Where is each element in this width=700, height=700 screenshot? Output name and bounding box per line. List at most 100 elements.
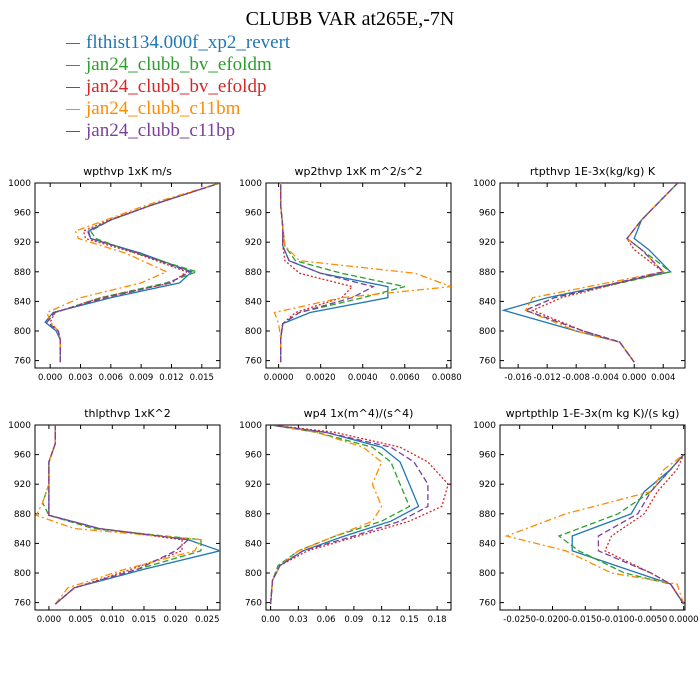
series-line-5 [523,183,679,363]
y-tick-label: 960 [14,451,31,461]
series-line-2 [46,183,220,363]
x-tick-label: 0.03 [289,615,308,625]
series-line-4 [524,183,679,363]
y-tick-label: 840 [245,539,262,549]
plot-frame [499,182,686,369]
x-tick-label: 0.015 [190,373,214,383]
y-tick-label: 960 [245,209,262,219]
series-line-1 [48,425,220,605]
y-tick-label: 960 [245,451,262,461]
y-tick-label: 1000 [473,179,496,189]
x-tick-label: 0.000 [37,615,61,625]
x-tick-label: 0.005 [68,615,92,625]
series-line-5 [280,183,375,363]
legend-item: jan24_clubb_bv_efoldm [66,54,290,76]
series-line-2 [269,425,411,605]
series-line-1 [571,454,685,605]
y-tick-label: 760 [479,599,496,609]
x-tick-label: 0.0040 [348,373,378,383]
y-tick-label: 1000 [239,179,262,189]
x-tick-label: 0.0000 [669,615,699,625]
legend-label: flthist134.000f_xp2_revert [86,32,291,53]
series-line-2 [280,183,405,363]
legend-item: jan24_clubb_bv_efoldp [66,76,290,98]
plot-frame [34,424,221,611]
y-tick-label: 760 [245,357,262,367]
x-tick-label: 0.009 [129,373,153,383]
series-line-2 [523,183,679,363]
y-tick-label: 800 [479,569,496,579]
legend-swatch [66,86,80,88]
y-tick-label: 920 [245,238,262,248]
x-tick-label: -0.0200 [536,615,569,625]
panel-3: rtpthvp 1E-3x(kg/kg) K 760 800 840 880 920 960… [473,165,686,383]
plot-frame [265,182,452,369]
y-tick-label: 920 [479,238,496,248]
series-line-5 [269,425,429,605]
series-line-4 [35,425,203,605]
y-tick-label: 960 [14,209,31,219]
series-line-3 [530,183,679,363]
y-tick-label: 800 [245,569,262,579]
y-tick-label: 1000 [473,421,496,431]
series-line-3 [604,454,685,605]
panel-title: wp2thvp 1xK m^2/s^2 [294,165,422,178]
y-tick-label: 840 [479,297,496,307]
x-tick-label: 0.000 [38,373,62,383]
y-tick-label: 880 [14,510,31,520]
y-tick-label: 880 [245,268,262,278]
y-tick-label: 880 [245,510,262,520]
x-tick-label: 0.004 [651,373,675,383]
series-line-2 [557,454,685,605]
y-tick-label: 760 [14,599,31,609]
x-tick-label: 0.006 [99,373,123,383]
series-line-5 [46,183,220,363]
x-tick-label: 0.18 [428,615,447,625]
legend-item: jan24_clubb_c11bp [66,120,290,142]
legend-swatch [66,64,80,66]
y-tick-label: 760 [245,599,262,609]
panel-2: wp2thvp 1xK m^2/s^2 760 800 840 880 920 960 100… [239,165,462,383]
series-line-2 [41,425,202,605]
y-tick-label: 800 [14,327,31,337]
x-tick-label: -0.0100 [602,615,635,625]
figure-title: CLUBB VAR at265E,-7N [245,8,455,30]
series-line-1 [280,183,389,363]
y-tick-label: 960 [479,209,496,219]
y-tick-label: 760 [14,357,31,367]
panel-5: wp4 1x(m^4)/(s^4) 760 800 840 880 920 960 1000 0… [239,407,452,625]
y-tick-label: 880 [14,268,31,278]
x-tick-label: 0.06 [317,615,336,625]
series-line-3 [269,425,449,605]
y-tick-label: 800 [245,327,262,337]
series-line-5 [48,425,190,605]
y-tick-label: 920 [479,480,496,490]
legend: flthist134.000f_xp2_revert jan24_clubb_b… [66,32,290,142]
legend-swatch [66,130,80,132]
y-tick-label: 960 [479,451,496,461]
x-tick-label: 0.0080 [432,373,462,383]
x-tick-label: 0.12 [372,615,391,625]
series-line-1 [269,425,420,605]
y-tick-label: 840 [14,539,31,549]
x-tick-label: 0.025 [195,615,219,625]
plot-frame [34,182,221,369]
panel-title: thlpthvp 1xK^2 [84,407,171,420]
series-line-4 [273,183,451,363]
y-tick-label: 840 [479,539,496,549]
panel-title: rtpthvp 1E-3x(kg/kg) K [530,165,656,178]
legend-label: jan24_clubb_c11bp [86,120,236,141]
y-tick-label: 880 [479,268,496,278]
x-tick-label: -0.012 [533,373,560,383]
legend-label: jan24_clubb_c11bm [86,98,241,119]
y-tick-label: 800 [479,327,496,337]
legend-label: jan24_clubb_bv_efoldp [86,76,267,97]
x-tick-label: 0.015 [132,615,156,625]
y-tick-label: 920 [14,238,31,248]
series-line-3 [280,183,354,363]
legend-item: jan24_clubb_c11bm [66,98,290,120]
series-line-4 [46,183,220,363]
panel-1: wpthvp 1xK m/s 760 800 840 880 920 960 1000 0.00… [8,165,221,383]
x-tick-label: -0.008 [562,373,589,383]
x-tick-label: -0.0250 [503,615,536,625]
